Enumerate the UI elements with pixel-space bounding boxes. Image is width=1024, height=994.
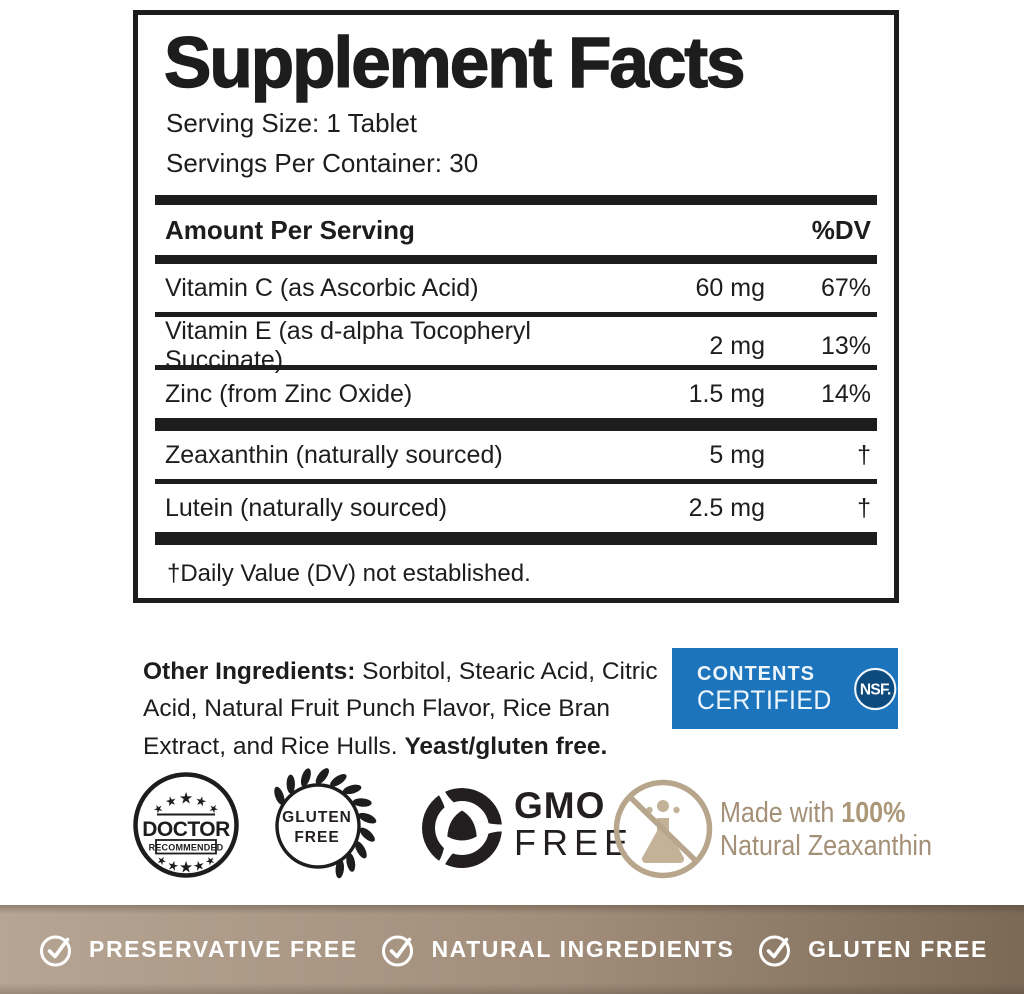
panel-title: Supplement Facts [163,24,746,103]
nsf-certified-label: CERTIFIED [697,685,832,715]
serving-size: Serving Size: 1 Tablet [166,108,417,138]
nsf-contents-label: CONTENTS [697,663,815,685]
gmo-free-label: GMO FREE [514,785,635,863]
gmo-free-badge-icon [422,788,502,869]
divider [155,365,877,370]
doctor-recommended-badge-icon: ★ ★ ★ ★ ★ ★ ★ ★ ★ ★ DOCTOR RECOMMENDED [133,772,239,878]
nsf-certified-badge: CONTENTS CERTIFIED NSF. [672,648,898,729]
table-row: Lutein (naturally sourced) 2.5 mg † [165,493,871,522]
dv-footnote: †Daily Value (DV) not established. [167,560,531,587]
feature-gluten-free: GLUTEN FREE [755,930,988,970]
check-circle-icon [40,935,71,966]
facts-table: Amount Per Serving %DV Vitamin C (as Asc… [155,195,877,588]
svg-text:GLUTEN: GLUTEN [282,809,352,826]
table-row: Vitamin C (as Ascorbic Acid) 60 mg 67% [165,273,871,302]
column-header-dv: %DV [811,214,871,245]
other-ingredients-text: Other Ingredients: Sorbitol, Stearic Aci… [143,657,658,760]
svg-text:★: ★ [164,793,179,810]
check-circle-icon [759,935,791,966]
supplement-facts-panel: Supplement Facts Serving Size: 1 Tablet … [133,10,899,603]
check-circle-icon [382,935,414,966]
divider-header [155,255,877,264]
divider [155,479,877,484]
feature-natural-ingredients: NATURAL INGREDIENTS [378,930,734,970]
svg-text:★: ★ [193,793,208,810]
natural-zeaxanthin-flask-icon [613,779,713,879]
other-ingredients-label: Other Ingredients: [143,657,356,685]
feature-preservative-free: PRESERVATIVE FREE [36,930,358,970]
nsf-logo-icon: NSF. [853,667,896,710]
feature-bar: PRESERVATIVE FREE NATURAL INGREDIENTS GL… [0,905,1024,994]
divider [155,312,877,317]
svg-text:DOCTOR: DOCTOR [142,818,230,841]
table-header-row: Amount Per Serving %DV [155,205,877,255]
gluten-free-badge-icon: GLUTEN FREE [274,768,377,879]
divider-top [155,195,877,205]
svg-text:★: ★ [192,858,207,875]
table-row: Vitamin E (as d-alpha Tocopheryl Succina… [165,317,871,374]
divider-group [155,418,877,431]
svg-text:NSF.: NSF. [859,681,890,698]
servings-per-container: Servings Per Container: 30 [166,148,479,178]
svg-text:★: ★ [179,858,193,877]
table-row: Zeaxanthin (naturally sourced) 5 mg † [165,440,871,469]
svg-text:FREE: FREE [294,829,339,846]
natural-zeaxanthin-label: Made with 100% Natural Zeaxanthin [720,797,932,862]
yeast-gluten-free-note: Yeast/gluten free. [404,732,608,760]
svg-text:★: ★ [179,789,193,808]
svg-text:RECOMMENDED: RECOMMENDED [149,843,224,853]
svg-text:★: ★ [165,858,180,875]
column-header-amount: Amount Per Serving [165,214,415,245]
table-row: Zinc (from Zinc Oxide) 1.5 mg 14% [165,379,871,408]
divider-group [155,532,877,545]
